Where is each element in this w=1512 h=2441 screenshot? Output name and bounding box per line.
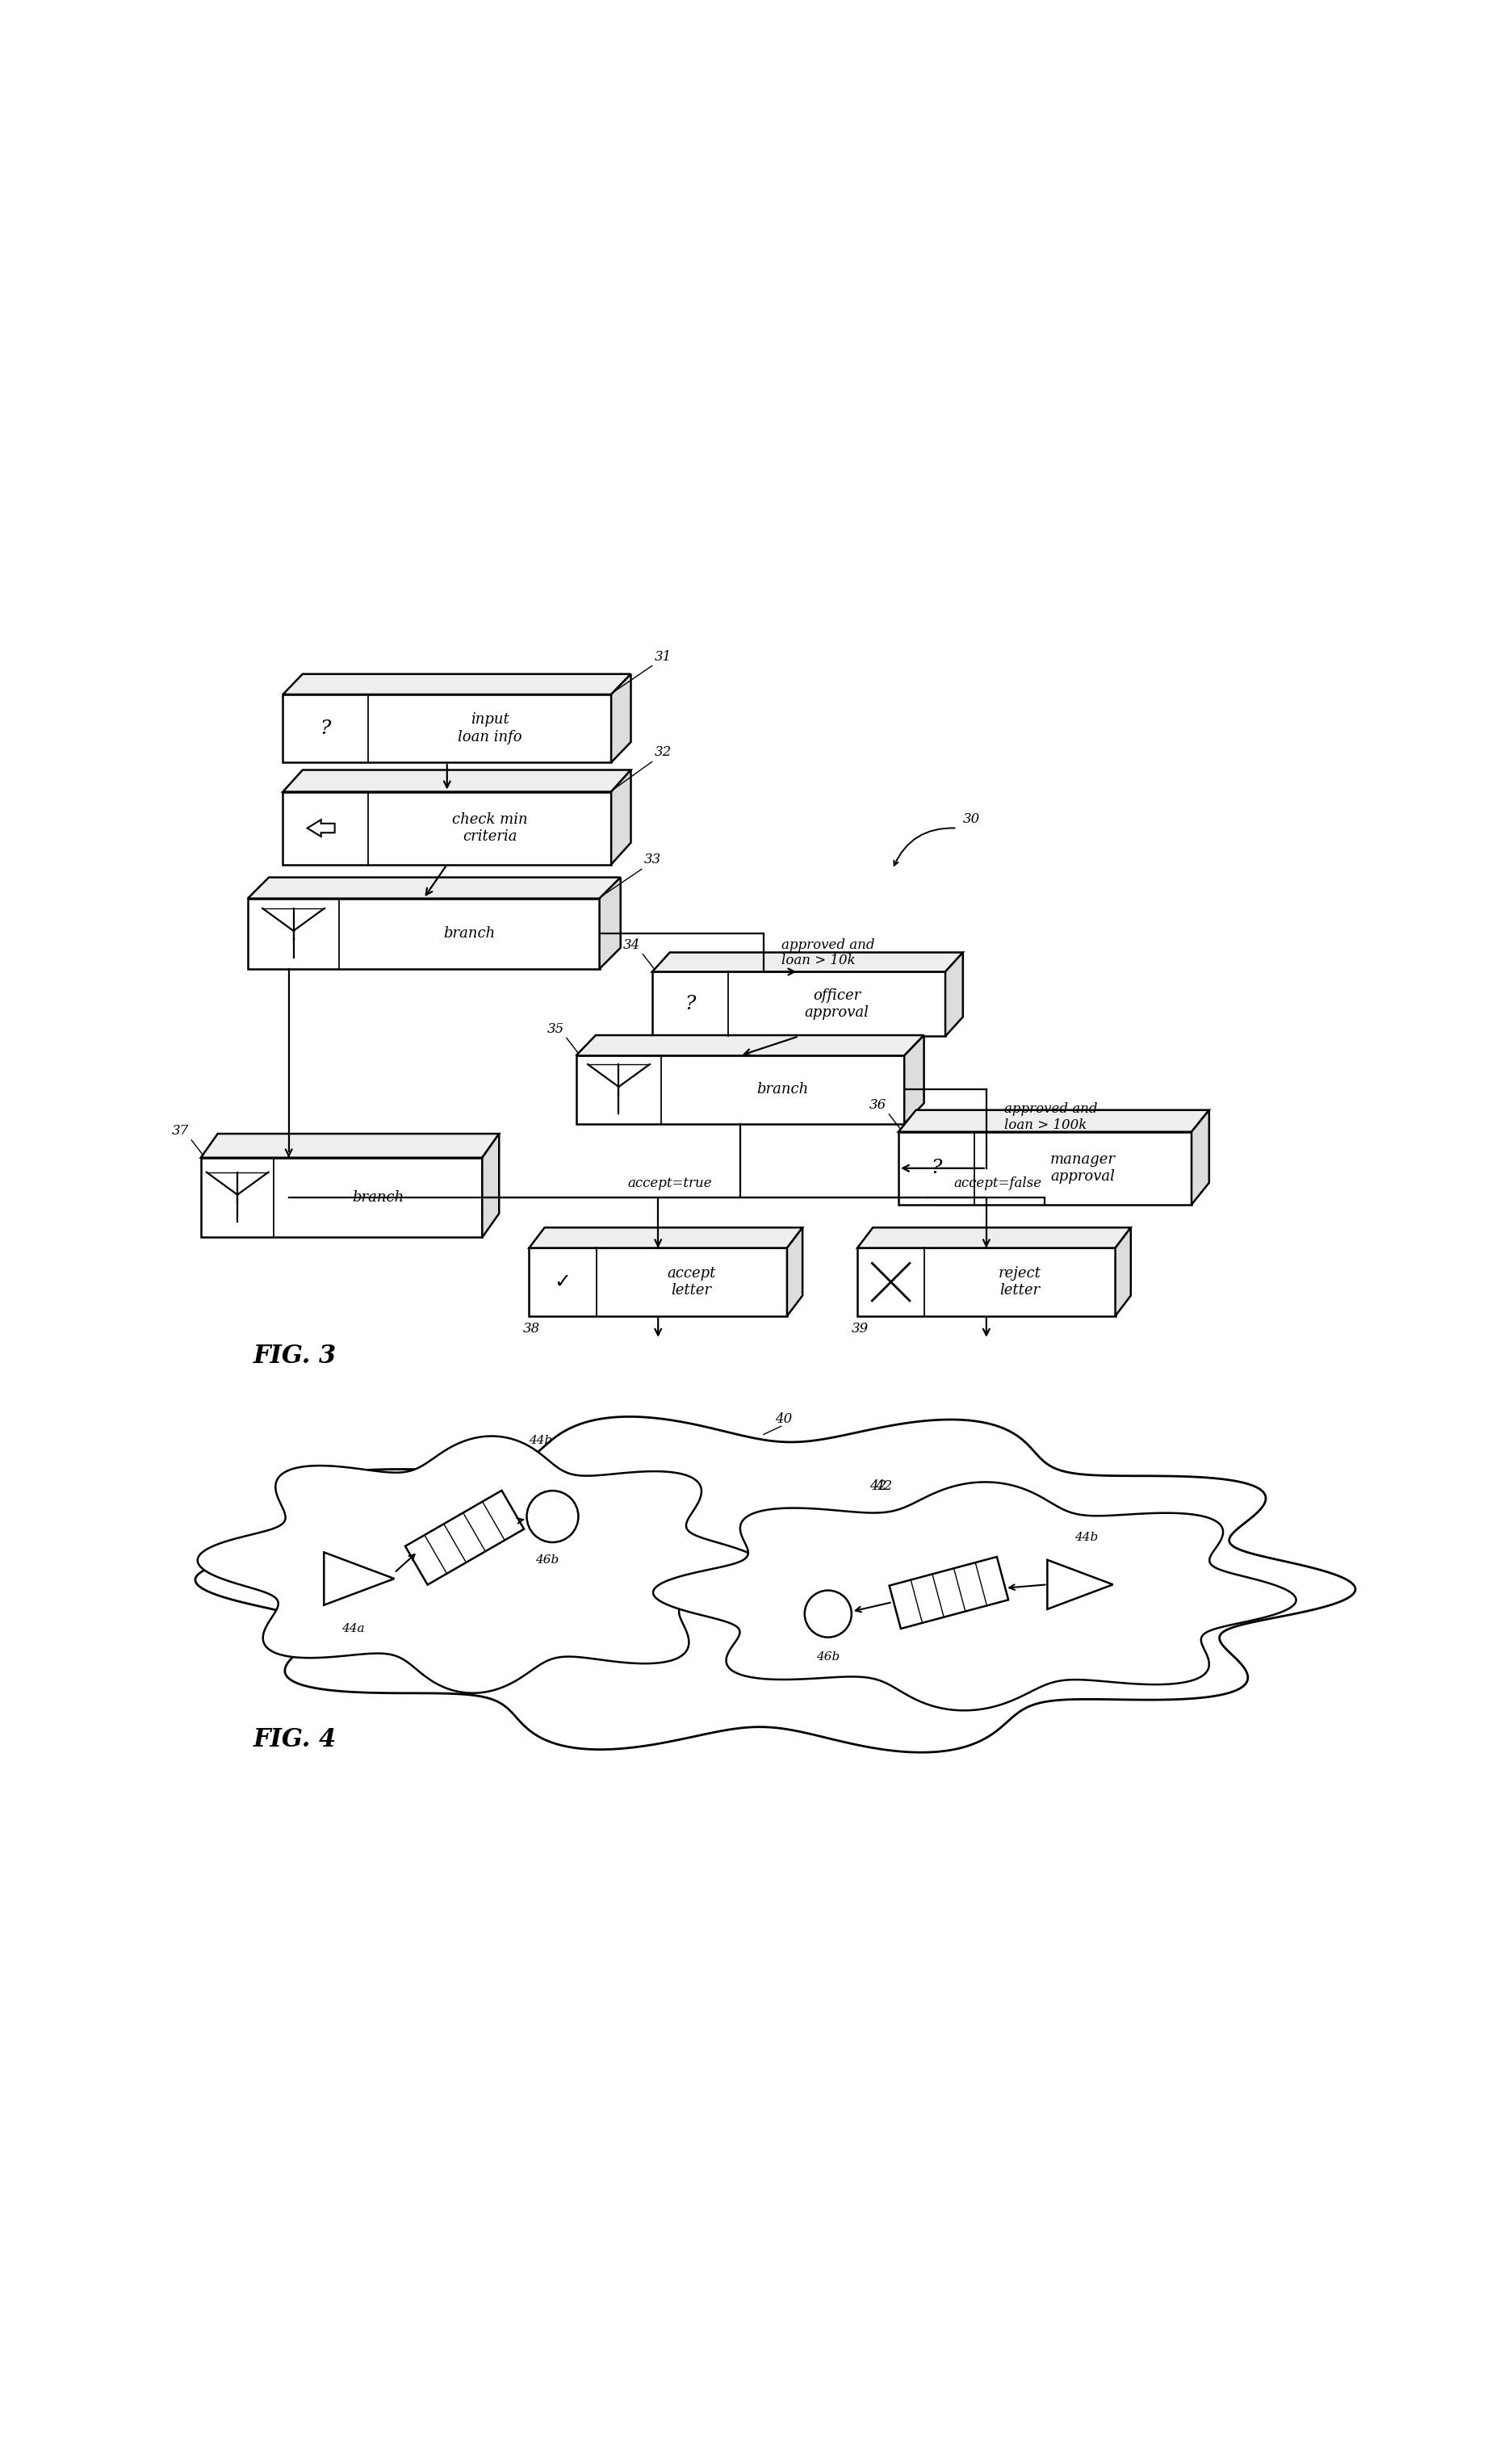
Text: 46b: 46b — [816, 1653, 839, 1662]
Polygon shape — [653, 1482, 1296, 1711]
Text: officer
approval: officer approval — [804, 989, 868, 1020]
Polygon shape — [611, 769, 631, 864]
Text: 38: 38 — [523, 1323, 540, 1335]
Text: 33: 33 — [644, 852, 661, 867]
Polygon shape — [611, 674, 631, 762]
Text: 32: 32 — [655, 745, 671, 759]
Text: 42: 42 — [874, 1479, 892, 1494]
Text: ?: ? — [321, 720, 331, 737]
Polygon shape — [201, 1157, 482, 1238]
Text: FIG. 4: FIG. 4 — [254, 1726, 337, 1753]
Polygon shape — [576, 1055, 904, 1123]
Text: branch: branch — [443, 928, 494, 940]
Text: 31: 31 — [655, 649, 671, 664]
Polygon shape — [857, 1247, 1114, 1316]
Text: 44a: 44a — [342, 1623, 364, 1635]
Polygon shape — [857, 1228, 1129, 1247]
Text: approved and
loan > 100k: approved and loan > 100k — [1004, 1103, 1096, 1133]
Text: accept=false: accept=false — [954, 1177, 1042, 1191]
Text: accept=true: accept=true — [627, 1177, 712, 1191]
Polygon shape — [201, 1133, 499, 1157]
Text: 37: 37 — [172, 1123, 189, 1138]
Polygon shape — [945, 952, 962, 1037]
Polygon shape — [248, 898, 599, 969]
Text: ✓: ✓ — [553, 1272, 572, 1291]
Text: branch: branch — [756, 1081, 809, 1096]
Text: 40: 40 — [774, 1413, 792, 1426]
Text: 44b: 44b — [529, 1435, 552, 1445]
Circle shape — [804, 1592, 851, 1638]
Text: 44b: 44b — [1074, 1533, 1098, 1543]
Polygon shape — [198, 1435, 767, 1694]
Polygon shape — [576, 1035, 924, 1055]
FancyArrow shape — [307, 820, 334, 837]
Text: accept
letter: accept letter — [667, 1267, 715, 1299]
Text: 46b: 46b — [535, 1555, 558, 1565]
Text: 35: 35 — [547, 1023, 564, 1035]
Text: input
loan info: input loan info — [457, 713, 522, 745]
Polygon shape — [283, 769, 631, 791]
Polygon shape — [248, 876, 620, 898]
Polygon shape — [529, 1247, 786, 1316]
Polygon shape — [529, 1228, 801, 1247]
Polygon shape — [599, 876, 620, 969]
Text: 36: 36 — [869, 1098, 886, 1113]
Text: branch: branch — [352, 1191, 404, 1206]
Polygon shape — [482, 1133, 499, 1238]
Text: 34: 34 — [623, 937, 640, 952]
Polygon shape — [898, 1111, 1208, 1133]
Text: ?: ? — [685, 996, 696, 1013]
Text: 42: 42 — [868, 1479, 886, 1494]
Polygon shape — [195, 1416, 1355, 1753]
Text: approved and
loan > 10k: approved and loan > 10k — [780, 937, 874, 967]
Polygon shape — [786, 1228, 801, 1316]
Polygon shape — [898, 1133, 1191, 1203]
Text: manager
approval: manager approval — [1049, 1152, 1116, 1184]
Text: 30: 30 — [962, 813, 980, 825]
Text: check min
criteria: check min criteria — [452, 813, 528, 845]
Polygon shape — [1046, 1560, 1113, 1609]
Polygon shape — [283, 791, 611, 864]
Polygon shape — [405, 1491, 523, 1584]
Text: reject
letter: reject letter — [998, 1267, 1040, 1299]
Circle shape — [526, 1491, 578, 1543]
Text: FIG. 3: FIG. 3 — [254, 1343, 337, 1369]
Polygon shape — [889, 1557, 1009, 1628]
Polygon shape — [1114, 1228, 1129, 1316]
Polygon shape — [652, 952, 962, 972]
Text: 39: 39 — [851, 1323, 868, 1335]
Polygon shape — [1191, 1111, 1208, 1203]
Polygon shape — [283, 674, 631, 693]
Polygon shape — [652, 972, 945, 1037]
Polygon shape — [283, 693, 611, 762]
Text: ?: ? — [930, 1159, 942, 1177]
Polygon shape — [324, 1552, 395, 1606]
Polygon shape — [904, 1035, 924, 1123]
